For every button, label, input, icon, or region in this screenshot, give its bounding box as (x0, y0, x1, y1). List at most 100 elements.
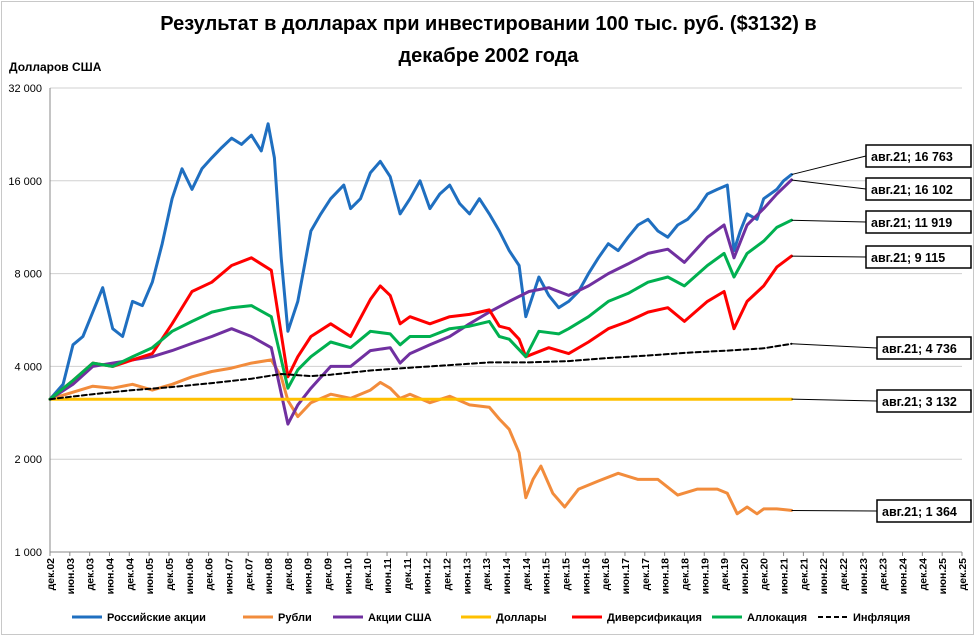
x-tick-label: дек.07 (243, 558, 255, 591)
callout: авг.21; 16 102 (791, 177, 972, 201)
x-tick-label: дек.19 (719, 558, 731, 591)
callout-leader (791, 255, 867, 258)
x-tick-label: дек.21 (798, 558, 810, 591)
x-tick-label: дек.05 (164, 558, 176, 591)
y-tick-label: 16 000 (8, 176, 42, 188)
x-tick-label: дек.04 (124, 558, 136, 591)
x-tick-label: июн.22 (818, 558, 830, 595)
x-tick-label: дек.02 (45, 558, 57, 591)
x-tick-label: июн.05 (144, 558, 156, 595)
callout: авг.21; 11 919 (791, 210, 972, 234)
x-tick-label: дек.23 (878, 558, 890, 591)
y-tick-label: 2 000 (14, 454, 42, 466)
legend-item: Аллокация (712, 612, 807, 624)
callout-box (876, 389, 972, 413)
legend-item: Доллары (461, 612, 547, 624)
x-tick-label: дек.25 (957, 558, 969, 591)
x-tick-label: июн.06 (184, 558, 196, 595)
callout-box (865, 144, 972, 168)
x-tick-label: дек.09 (323, 558, 335, 591)
callout-leader (791, 155, 867, 176)
x-tick-label: июн.03 (65, 558, 77, 595)
x-tick-label: дек.12 (442, 558, 454, 591)
x-tick-label: дек.03 (85, 558, 97, 591)
legend-label: Инфляция (853, 612, 910, 624)
series-line-Российские акции (48, 122, 793, 401)
x-tick-label: июн.14 (501, 558, 513, 595)
y-tick-label: 1 000 (14, 547, 42, 559)
x-tick-label: июн.18 (660, 558, 672, 595)
y-axis-ticks: 1 000 2 000 4 000 8 000 16 000 32 000 (8, 83, 42, 559)
callout-label: авг.21; 11 919 (871, 216, 952, 230)
callout-leader (791, 509, 878, 512)
x-tick-label: июн.09 (303, 558, 315, 595)
callout-label: авг.21; 16 763 (871, 150, 953, 164)
callout: авг.21; 4 736 (791, 336, 972, 360)
callout-leader (791, 398, 878, 402)
legend-label: Акции США (368, 612, 432, 624)
x-tick-label: дек.08 (283, 558, 295, 591)
chart-title-line2: декабре 2002 года (398, 45, 579, 67)
x-tick-label: июн.24 (898, 558, 910, 595)
x-tick-label: дек.14 (521, 558, 533, 591)
x-tick-label: июн.13 (461, 558, 473, 595)
x-axis-ticks: дек.02 июн.03 дек.03 июн.04 дек.04 июн.05 дек.… (45, 552, 969, 594)
chart-title: Результат в долларах при инвестировании … (160, 13, 817, 35)
value-callouts: авг.21; 16 763 авг.21; 16 102 авг.21; 11 9… (791, 144, 972, 523)
y-axis-label: Долларов США (9, 60, 102, 74)
callout-box (865, 210, 972, 234)
callout-leader (791, 219, 867, 223)
x-tick-label: июн.08 (263, 558, 275, 595)
callout-label: авг.21; 4 736 (882, 342, 957, 356)
legend-item: Акции США (333, 612, 432, 624)
callout-label: авг.21; 1 364 (882, 505, 957, 519)
callout: авг.21; 16 763 (791, 144, 972, 176)
x-tick-label: июн.04 (104, 558, 116, 595)
x-tick-label: июн.07 (223, 558, 235, 595)
callout-box (865, 177, 972, 201)
x-tick-label: июн.19 (699, 558, 711, 595)
callout-leader (791, 343, 878, 349)
x-tick-label: июн.17 (620, 558, 632, 595)
legend: Российские акции Рубли Акции США Доллары Див… (72, 612, 910, 624)
x-tick-label: июн.21 (779, 558, 791, 595)
callout-label: авг.21; 16 102 (871, 183, 953, 197)
legend-item: Российские акции (72, 612, 206, 624)
legend-label: Российские акции (107, 612, 206, 624)
legend-label: Диверсификация (607, 612, 702, 624)
y-tick-label: 32 000 (8, 83, 42, 95)
series-line-Рубли (48, 358, 793, 516)
x-tick-label: дек.22 (838, 558, 850, 591)
x-tick-label: июн.11 (382, 558, 394, 594)
x-tick-label: дек.15 (560, 558, 572, 591)
series-line-Акции США (48, 178, 793, 426)
x-tick-label: июн.15 (541, 558, 553, 595)
series-line-Диверсификация (48, 254, 793, 401)
x-tick-label: дек.11 (402, 558, 414, 590)
callout-leader (791, 179, 867, 190)
callout-box (865, 245, 972, 269)
series-lines (48, 122, 793, 516)
x-tick-label: дек.17 (640, 558, 652, 591)
legend-item: Диверсификация (572, 612, 702, 624)
x-tick-label: дек.06 (204, 558, 216, 591)
x-tick-label: дек.10 (362, 558, 374, 591)
legend-item: Рубли (243, 612, 312, 624)
callout-box (876, 336, 972, 360)
series-line-Аллокация (48, 218, 793, 401)
y-tick-label: 8 000 (14, 269, 42, 281)
x-tick-label: июн.23 (858, 558, 870, 595)
callout-label: авг.21; 3 132 (882, 395, 957, 409)
x-tick-label: дек.18 (679, 558, 691, 591)
x-tick-label: дек.24 (917, 558, 929, 591)
x-tick-label: июн.10 (342, 558, 354, 595)
series-line-Инфляция (49, 342, 793, 401)
legend-label: Доллары (496, 612, 547, 624)
x-tick-label: июн.25 (937, 558, 949, 595)
callout: авг.21; 9 115 (791, 245, 972, 269)
callout: авг.21; 3 132 (791, 389, 972, 413)
x-tick-label: июн.16 (580, 558, 592, 595)
x-tick-label: дек.16 (600, 558, 612, 591)
